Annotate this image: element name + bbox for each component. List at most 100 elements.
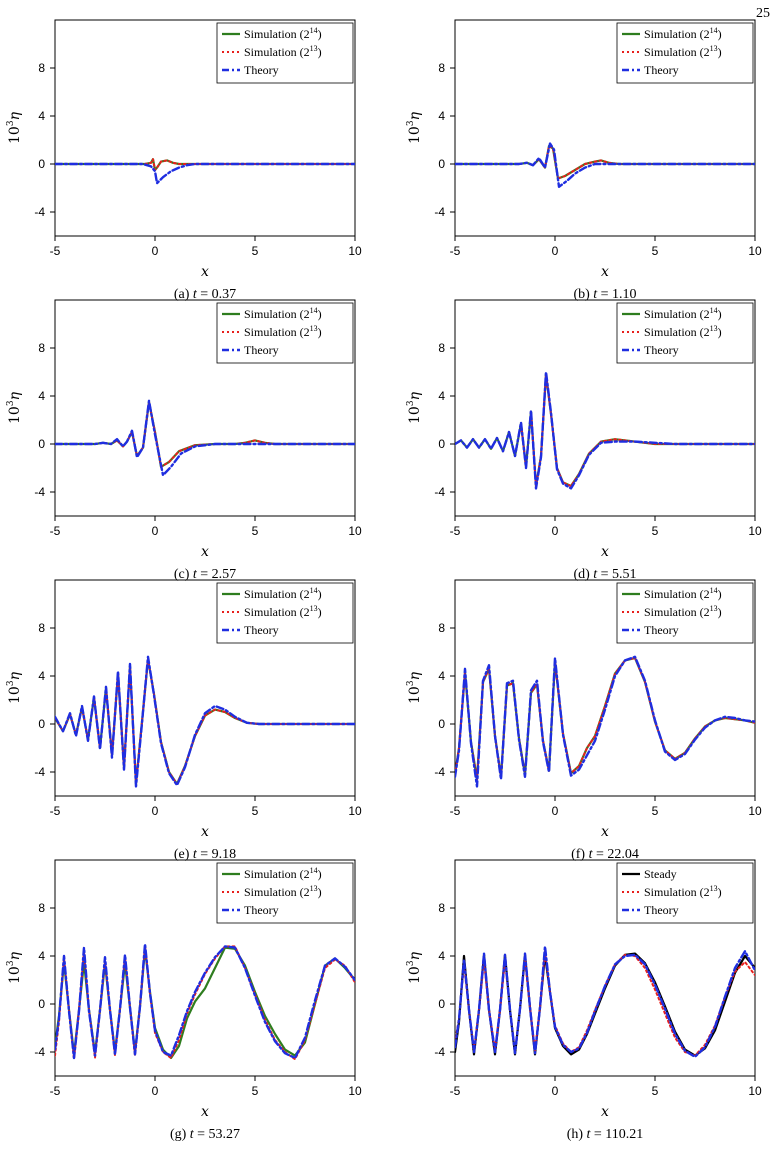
x-tick-label: -5 (450, 524, 461, 538)
legend-entry-label: Theory (244, 343, 279, 357)
y-tick-label: 8 (38, 61, 45, 75)
panel-caption: (f) t = 22.04 (571, 847, 639, 862)
plot-frame (454, 19, 756, 237)
y-tick-label: -4 (434, 485, 445, 499)
x-tick-label: 5 (252, 1084, 259, 1098)
series-line-sim13 (455, 373, 755, 487)
x-tick-label: 0 (152, 1084, 159, 1098)
x-axis-label: x (201, 544, 209, 560)
panel-caption: (e) t = 9.18 (174, 847, 236, 862)
plot-frame (54, 859, 356, 1077)
y-axis-label: 103η (406, 671, 423, 704)
legend: Simulation (214) Simulation (213) Theory (216, 302, 354, 364)
legend-entry-label: Theory (244, 903, 279, 917)
x-axis-label: x (201, 824, 209, 840)
y-tick-label: 4 (38, 389, 45, 403)
series-line-sim13 (455, 145, 755, 180)
legend: Simulation (214) Simulation (213) Theory (216, 22, 354, 84)
x-axis-label: x (601, 264, 609, 280)
legend-entry-label: Simulation (213) (244, 884, 322, 899)
x-tick-label: 10 (748, 244, 762, 258)
legend-entry-label: Simulation (213) (644, 604, 722, 619)
series-line-sim13 (55, 658, 355, 785)
legend-entry-label: Simulation (214) (244, 26, 322, 41)
legend-entry-label: Simulation (214) (244, 866, 322, 881)
y-tick-label: 4 (38, 109, 45, 123)
y-tick-label: 8 (38, 621, 45, 635)
legend-entry-label: Simulation (213) (244, 44, 322, 59)
x-tick-label: 0 (552, 804, 559, 818)
legend: Simulation (214) Simulation (213) Theory (216, 582, 354, 644)
page-number: 25 (756, 6, 770, 21)
series-group (455, 142, 755, 189)
y-tick-label: -4 (34, 205, 45, 219)
x-tick-label: 10 (748, 804, 762, 818)
y-tick-label: -4 (34, 765, 45, 779)
x-tick-label: 10 (348, 804, 362, 818)
plot-frame (54, 19, 356, 237)
panel-caption: (c) t = 2.57 (174, 567, 236, 582)
legend-entry-label: Simulation (213) (644, 324, 722, 339)
series-group (455, 945, 755, 1059)
panel-caption: (d) t = 5.51 (573, 567, 636, 582)
series-line-sim13 (455, 657, 755, 781)
x-tick-label: 0 (152, 524, 159, 538)
y-tick-label: 0 (38, 157, 45, 171)
x-tick-label: 0 (152, 804, 159, 818)
x-tick-label: -5 (50, 1084, 61, 1098)
y-tick-label: 8 (438, 341, 445, 355)
legend-entry-label: Simulation (213) (244, 324, 322, 339)
x-tick-label: 5 (652, 524, 659, 538)
x-tick-label: 5 (652, 1084, 659, 1098)
x-tick-label: 0 (552, 524, 559, 538)
series-line-theory (455, 945, 755, 1059)
legend-entry-label: Theory (644, 623, 679, 637)
panel-caption: (g) t = 53.27 (170, 1127, 240, 1142)
series-line-theory (55, 162, 355, 185)
y-tick-label: 8 (38, 341, 45, 355)
chart-panel-h: -5 0 5 10 -4 0 4 8 x 103η Steady Simulation (213) Th… (406, 859, 762, 1142)
legend-entry-label: Simulation (214) (244, 306, 322, 321)
x-tick-label: 5 (652, 804, 659, 818)
x-axis-label: x (201, 1104, 209, 1120)
series-line-sim14 (455, 656, 755, 781)
x-tick-label: 5 (252, 804, 259, 818)
x-tick-label: 0 (152, 244, 159, 258)
x-tick-label: 10 (348, 244, 362, 258)
x-tick-label: -5 (450, 804, 461, 818)
y-tick-label: 4 (438, 389, 445, 403)
y-tick-label: 0 (38, 437, 45, 451)
x-tick-label: 0 (552, 1084, 559, 1098)
plot-frame (54, 579, 356, 797)
panel-caption: (h) t = 110.21 (567, 1127, 644, 1142)
plot-frame (54, 299, 356, 517)
x-tick-label: 10 (748, 1084, 762, 1098)
y-axis-label: 103η (6, 951, 23, 984)
x-tick-label: 0 (552, 244, 559, 258)
series-line-sim13 (55, 401, 355, 468)
legend-entry-label: Simulation (214) (644, 306, 722, 321)
plot-frame (454, 579, 756, 797)
y-tick-label: 0 (438, 997, 445, 1011)
series-line-theory (55, 942, 355, 1060)
series-group (455, 655, 755, 788)
y-tick-label: 4 (438, 109, 445, 123)
legend: Simulation (214) Simulation (213) Theory (616, 302, 754, 364)
legend: Simulation (214) Simulation (213) Theory (616, 22, 754, 84)
y-tick-label: 4 (38, 669, 45, 683)
x-tick-label: 10 (348, 1084, 362, 1098)
y-tick-label: 4 (438, 949, 445, 963)
y-tick-label: 8 (438, 901, 445, 915)
y-tick-label: 8 (438, 621, 445, 635)
y-tick-label: 0 (438, 157, 445, 171)
x-tick-label: 10 (348, 524, 362, 538)
legend-entry-label: Steady (644, 867, 677, 881)
legend: Steady Simulation (213) Theory (616, 862, 754, 924)
series-group (55, 158, 355, 185)
y-axis-label: 103η (406, 111, 423, 144)
